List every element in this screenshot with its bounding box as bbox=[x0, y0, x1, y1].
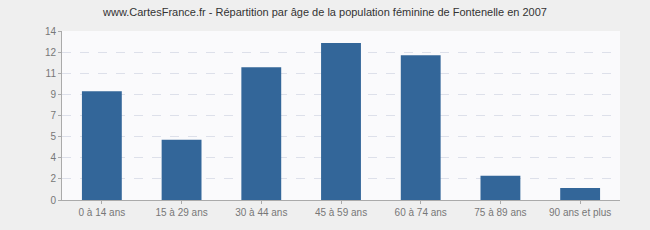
svg-text:75 à 89 ans: 75 à 89 ans bbox=[474, 207, 526, 218]
svg-text:4: 4 bbox=[50, 152, 56, 163]
svg-text:www.CartesFrance.fr - Répartit: www.CartesFrance.fr - Répartition par âg… bbox=[102, 6, 547, 18]
svg-text:9: 9 bbox=[50, 89, 56, 100]
svg-text:30 à 44 ans: 30 à 44 ans bbox=[235, 207, 287, 218]
svg-text:0: 0 bbox=[50, 195, 56, 206]
svg-text:5: 5 bbox=[50, 131, 56, 142]
svg-text:45 à 59 ans: 45 à 59 ans bbox=[315, 207, 367, 218]
svg-text:11: 11 bbox=[46, 68, 57, 79]
svg-text:7: 7 bbox=[50, 110, 56, 121]
svg-text:2: 2 bbox=[50, 173, 56, 184]
svg-text:0 à 14 ans: 0 à 14 ans bbox=[79, 207, 126, 218]
svg-text:12: 12 bbox=[45, 47, 57, 58]
svg-text:15 à 29 ans: 15 à 29 ans bbox=[155, 207, 207, 218]
svg-text:60 à 74 ans: 60 à 74 ans bbox=[395, 207, 447, 218]
svg-text:14: 14 bbox=[45, 26, 57, 37]
svg-text:90 ans et plus: 90 ans et plus bbox=[549, 207, 611, 218]
